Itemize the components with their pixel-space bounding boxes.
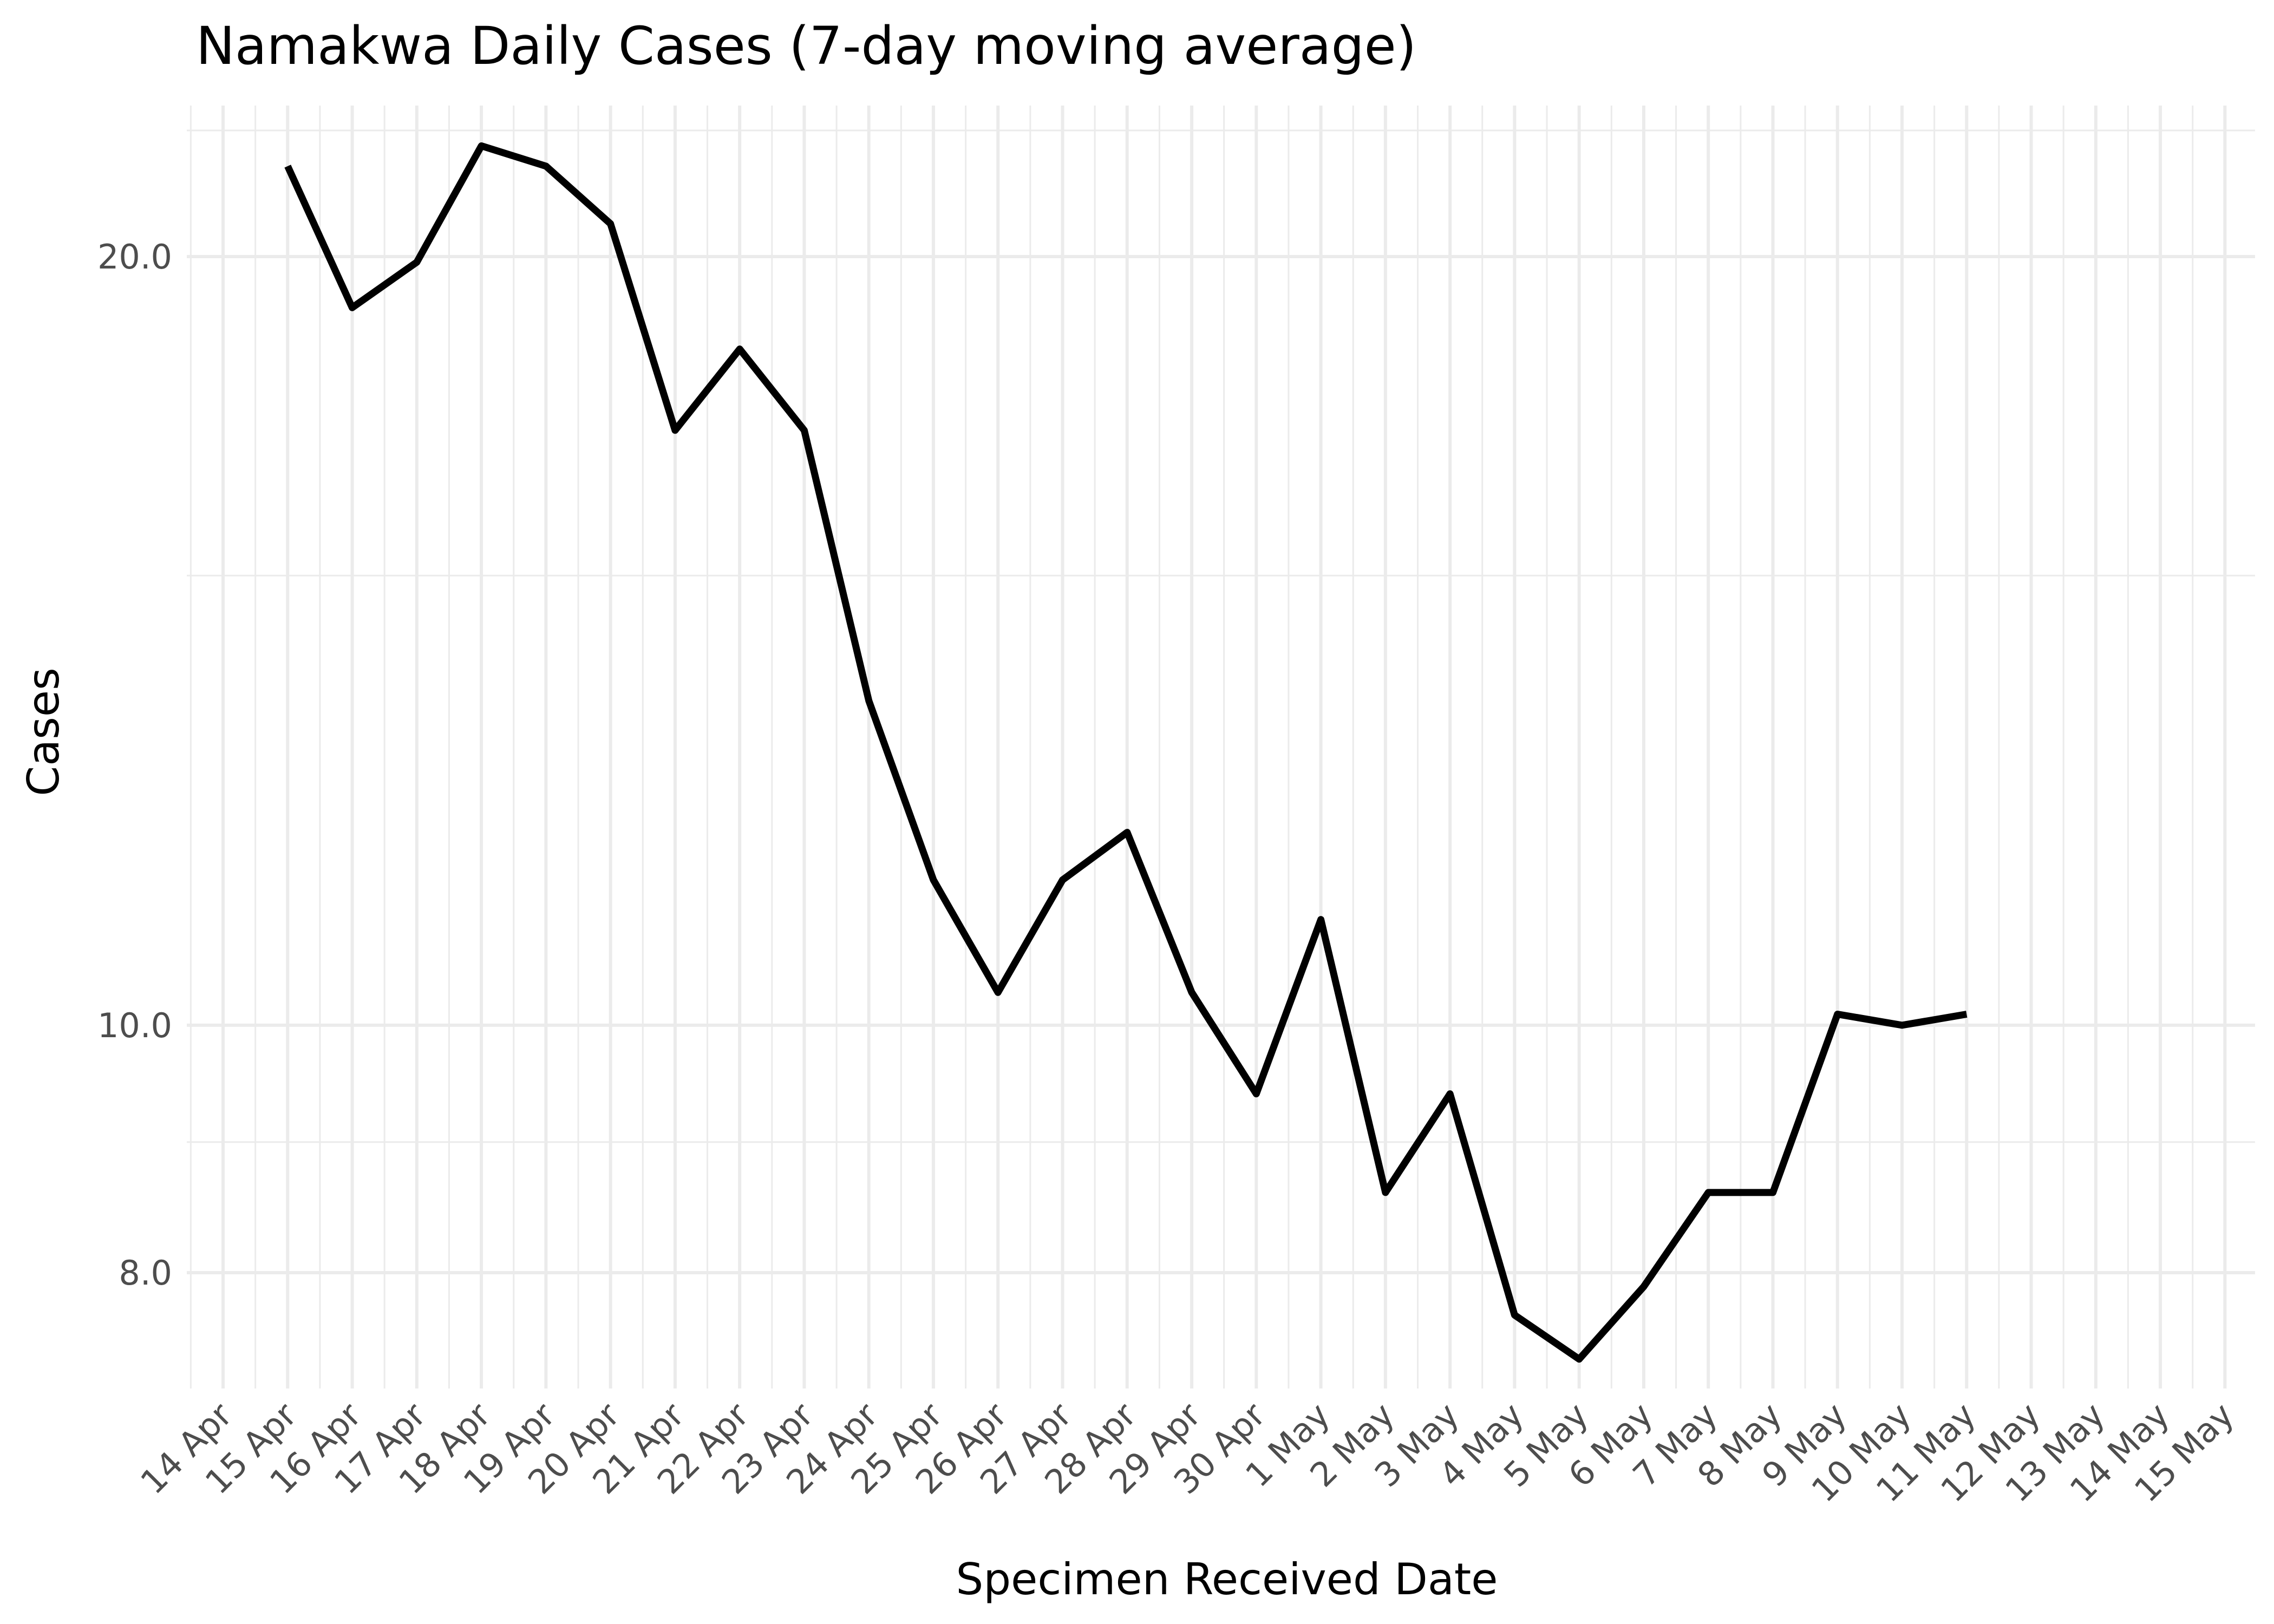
grid-lines (187, 106, 2255, 1389)
cases-line (284, 142, 1968, 1363)
y-axis-title: Cases (18, 667, 69, 796)
x-axis-title: Specimen Received Date (956, 1554, 1498, 1605)
y-tick-label: 10.0 (97, 1006, 172, 1045)
y-axis-tick-labels: 8.0 10.0 20.0 (97, 237, 172, 1293)
series-group (284, 142, 1968, 1363)
y-tick-label: 20.0 (97, 237, 172, 277)
chart-title: Namakwa Daily Cases (7-day moving averag… (196, 16, 1416, 76)
y-tick-label: 8.0 (119, 1253, 172, 1293)
